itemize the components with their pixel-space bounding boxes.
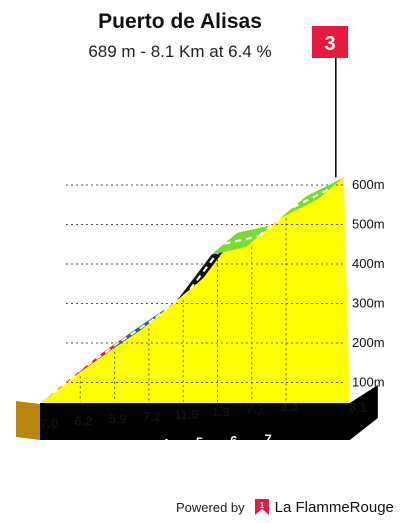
profile-area [40, 177, 350, 404]
gradient-segment [211, 225, 272, 255]
gradient-segment-edge [142, 300, 178, 329]
category-flag: 3 [312, 26, 348, 178]
profile-top-strip [40, 177, 344, 404]
profile-fill [16, 177, 350, 440]
climb-title: Puerto de Alisas [98, 10, 262, 33]
km-label: 1 [59, 441, 66, 456]
base-band [40, 385, 378, 440]
road-centre-line [292, 187, 332, 209]
km-label: 6 [230, 433, 237, 448]
flag-category-label: 3 [324, 33, 335, 55]
gradient-segment [280, 177, 344, 219]
start-block [16, 401, 40, 440]
svg-text:1: 1 [259, 501, 264, 510]
gradient-label: 5.9 [109, 411, 127, 426]
km-label: 7 [264, 431, 271, 446]
powered-by-label: Powered by [176, 499, 245, 515]
gradient-label: 6.2 [74, 414, 92, 429]
distance-end-label: 8.1 [349, 400, 367, 415]
km-label: 3 [127, 438, 134, 453]
elevation-tick-label: 300m [352, 296, 385, 311]
road-centre-line [258, 206, 294, 237]
road-centre-line [52, 364, 88, 394]
elevation-tick-label: 200m [352, 335, 385, 350]
flag-banner [312, 26, 348, 58]
gradient-label: 1.9 [212, 405, 230, 420]
km-label: 4 [162, 436, 170, 451]
road-centre-line [86, 340, 123, 367]
km-label: 5 [196, 435, 203, 450]
elevation-tick-label: 500m [352, 217, 385, 232]
profile-base [40, 385, 378, 440]
km-label: 2 [93, 439, 100, 454]
climb-subtitle: 689 m - 8.1 Km at 6.4 % [88, 42, 272, 61]
elevation-tick-label: 400m [352, 256, 385, 271]
elevation-tick-label: 600m [352, 177, 385, 192]
footer: Powered by 1 La FlammeRouge [176, 495, 394, 519]
gradient-label: 4.4 [280, 400, 299, 415]
gradient-label: 7.3 [246, 402, 264, 417]
flamme-rouge-logo-icon: 1 [254, 499, 269, 515]
brand-name: La FlammeRouge [274, 498, 394, 516]
chart-labels: 100m 200m 300m 400m 500m 600m 1 2 3 4 5 6 7 8.1 7.0 6.2… [40, 177, 384, 456]
gradient-label: 7.2 [143, 409, 161, 424]
elevation-tick-label: 100m [352, 375, 385, 390]
gradient-label: 7.0 [40, 416, 58, 431]
gradient-label: 11.5 [174, 407, 199, 422]
road-centre-line [224, 235, 260, 245]
road-centre-line [121, 316, 157, 342]
